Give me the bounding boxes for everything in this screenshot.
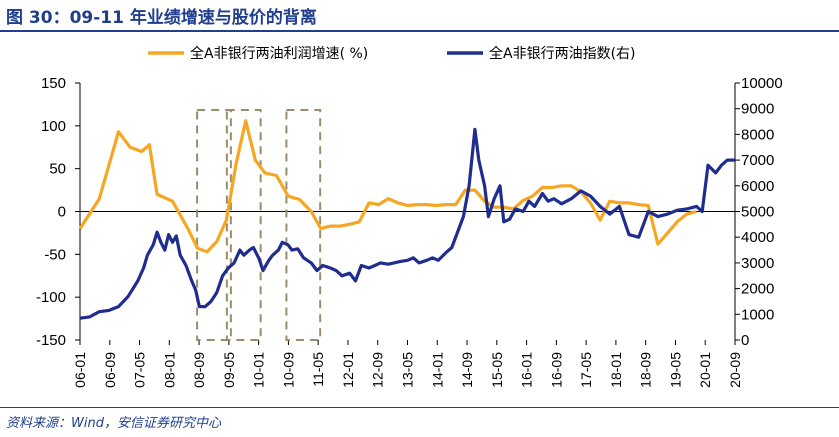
right-tick-label: 5000: [741, 204, 774, 221]
x-tick-label: 17-05: [578, 352, 594, 388]
right-tick-label: 1000: [741, 306, 774, 323]
legend-label-index: 全A非银行两油指数(右): [489, 45, 636, 62]
x-tick-label: 20-01: [697, 352, 713, 388]
x-tick-label: 18-09: [638, 352, 654, 388]
right-tick-label: 3000: [741, 255, 774, 272]
x-tick-label: 13-05: [400, 352, 416, 388]
highlight-box: [285, 109, 322, 341]
left-tick-label: -150: [36, 332, 66, 349]
right-tick-label: 9000: [741, 101, 774, 118]
right-tick-label: 4000: [741, 229, 774, 246]
x-tick-label: 10-09: [280, 352, 296, 388]
highlight-box: [196, 109, 232, 341]
x-tick-label: 11-05: [310, 352, 326, 387]
index-line: [79, 127, 735, 320]
x-tick-label: 16-09: [548, 352, 564, 388]
x-tick-label: 20-09: [727, 352, 743, 388]
x-tick-label: 16-01: [519, 352, 535, 388]
x-tick-label: 14-01: [429, 352, 445, 388]
x-tick-label: 12-01: [340, 352, 356, 388]
x-tick-label: 12-09: [370, 352, 386, 388]
x-tick-label: 06-01: [72, 352, 88, 388]
right-tick-label: 8000: [741, 126, 774, 143]
right-tick-label: 6000: [741, 178, 774, 195]
source-divider: [0, 407, 839, 408]
x-tick-label: 19-05: [667, 352, 683, 388]
x-tick-label: 15-05: [489, 352, 505, 388]
left-tick-label: -50: [44, 246, 66, 263]
chart-title: 图 30：09-11 年业绩增速与股价的背离: [6, 8, 317, 28]
x-tick-label: 10-01: [251, 352, 267, 388]
left-tick-label: 0: [58, 204, 66, 221]
x-tick-label: 09-05: [221, 352, 237, 388]
x-tick-label: 08-01: [161, 352, 177, 388]
right-tick-label: 0: [741, 332, 749, 349]
x-tick-label: 08-09: [191, 352, 207, 388]
right-tick-label: 2000: [741, 281, 774, 298]
left-tick-label: 100: [41, 118, 66, 135]
title-divider: [0, 30, 839, 32]
x-tick-label: 07-05: [132, 352, 148, 388]
x-tick-label: 06-09: [102, 352, 118, 388]
right-tick-label: 7000: [741, 152, 774, 169]
x-tick-label: 18-01: [608, 352, 624, 388]
left-tick-label: -100: [36, 289, 66, 306]
source-note: 资料来源：Wind，安信证券研究中心: [6, 416, 221, 431]
legend-label-profit: 全A非银行两油利润增速( %): [190, 45, 368, 62]
profit-growth-line: [78, 119, 697, 254]
left-tick-label: 50: [49, 161, 66, 178]
right-tick-label: 10000: [741, 75, 783, 92]
x-tick-label: 14-09: [459, 352, 475, 388]
left-tick-label: 150: [41, 75, 66, 92]
highlight-box: [225, 109, 262, 341]
